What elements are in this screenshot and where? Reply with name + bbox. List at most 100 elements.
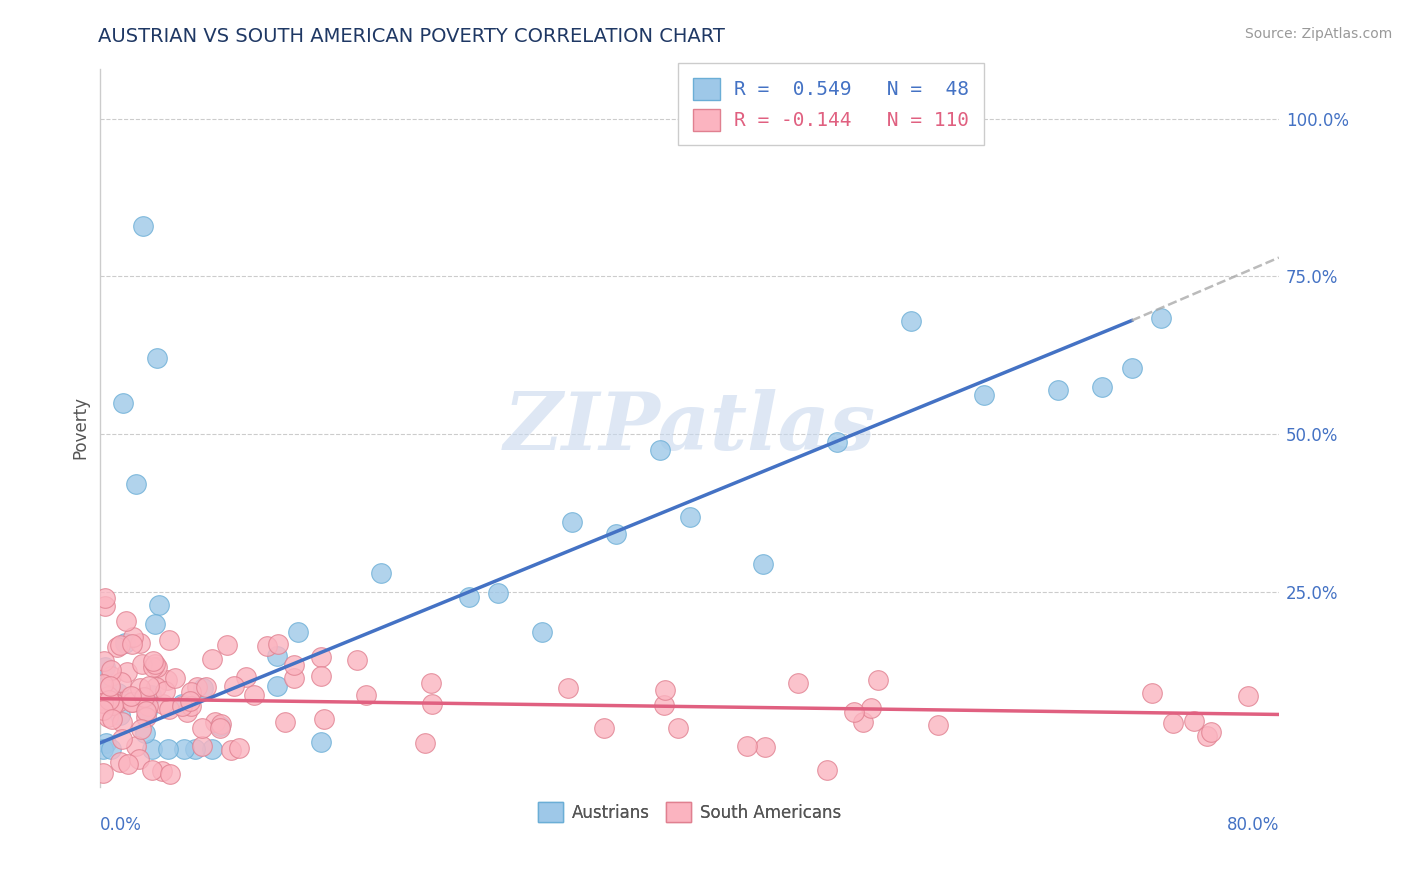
Point xyxy=(138,680,160,694)
Point xyxy=(267,637,290,651)
Point xyxy=(283,658,305,673)
Point xyxy=(163,671,186,685)
Point xyxy=(1161,715,1184,730)
Point xyxy=(91,766,114,780)
Point xyxy=(97,689,120,703)
Point xyxy=(228,741,250,756)
Point xyxy=(346,653,368,667)
Point xyxy=(157,633,180,648)
Point xyxy=(128,752,150,766)
Point xyxy=(1237,690,1260,704)
Point xyxy=(273,714,295,729)
Point xyxy=(141,688,163,702)
Point xyxy=(135,704,157,718)
Point xyxy=(159,767,181,781)
Point xyxy=(121,637,143,651)
Point xyxy=(191,681,214,696)
Point xyxy=(132,219,155,233)
Point xyxy=(98,679,121,693)
Point xyxy=(1150,310,1173,325)
Point xyxy=(900,314,922,328)
Point xyxy=(93,591,115,606)
Text: Source: ZipAtlas.com: Source: ZipAtlas.com xyxy=(1244,27,1392,41)
Point xyxy=(105,640,128,654)
Point xyxy=(91,702,114,716)
Point xyxy=(309,735,332,749)
Point xyxy=(754,739,776,754)
Point xyxy=(314,712,336,726)
Point xyxy=(561,515,583,529)
Point xyxy=(179,693,201,707)
Point xyxy=(131,722,153,736)
Text: 0.0%: 0.0% xyxy=(100,815,142,834)
Point xyxy=(146,351,169,366)
Point xyxy=(215,639,238,653)
Point xyxy=(103,697,125,711)
Point xyxy=(150,764,173,778)
Point xyxy=(859,701,882,715)
Point xyxy=(243,688,266,702)
Point xyxy=(107,686,129,700)
Point xyxy=(1121,360,1143,375)
Point xyxy=(118,690,141,704)
Point xyxy=(121,695,143,709)
Point xyxy=(842,705,865,719)
Point xyxy=(97,709,120,723)
Point xyxy=(557,681,579,695)
Point xyxy=(457,590,479,604)
Point xyxy=(219,743,242,757)
Point xyxy=(652,698,675,712)
Point xyxy=(654,682,676,697)
Point xyxy=(825,435,848,450)
Point xyxy=(152,698,174,712)
Point xyxy=(111,732,134,747)
Point xyxy=(146,659,169,673)
Point xyxy=(142,660,165,674)
Point xyxy=(101,698,124,713)
Point xyxy=(121,695,143,709)
Point xyxy=(141,742,163,756)
Point xyxy=(91,742,114,756)
Point xyxy=(148,598,170,612)
Point xyxy=(180,684,202,698)
Point xyxy=(170,697,193,711)
Point xyxy=(973,388,995,402)
Point xyxy=(108,638,131,652)
Point xyxy=(592,721,614,735)
Point xyxy=(420,676,443,690)
Point xyxy=(91,696,114,710)
Point xyxy=(678,509,700,524)
Point xyxy=(786,676,808,690)
Point xyxy=(224,679,246,693)
Point xyxy=(155,684,177,698)
Point xyxy=(173,742,195,756)
Point xyxy=(134,726,156,740)
Point xyxy=(1046,384,1069,398)
Point xyxy=(131,657,153,672)
Point xyxy=(666,721,689,735)
Point xyxy=(201,742,224,756)
Legend: Austrians, South Americans: Austrians, South Americans xyxy=(531,795,848,829)
Point xyxy=(266,679,288,693)
Point xyxy=(180,699,202,714)
Point xyxy=(235,670,257,684)
Point xyxy=(135,704,157,718)
Point xyxy=(191,721,214,735)
Point xyxy=(117,665,139,679)
Point xyxy=(98,693,121,707)
Point xyxy=(650,443,672,458)
Point xyxy=(138,699,160,714)
Point xyxy=(201,652,224,666)
Point xyxy=(156,742,179,756)
Point xyxy=(112,395,135,409)
Point xyxy=(143,616,166,631)
Point xyxy=(141,763,163,777)
Point xyxy=(1195,729,1218,743)
Text: 80.0%: 80.0% xyxy=(1226,815,1279,834)
Point xyxy=(191,739,214,754)
Point xyxy=(91,677,114,691)
Point xyxy=(927,717,949,731)
Point xyxy=(266,648,288,663)
Point xyxy=(121,630,143,644)
Text: AUSTRIAN VS SOUTH AMERICAN POVERTY CORRELATION CHART: AUSTRIAN VS SOUTH AMERICAN POVERTY CORRE… xyxy=(98,27,725,45)
